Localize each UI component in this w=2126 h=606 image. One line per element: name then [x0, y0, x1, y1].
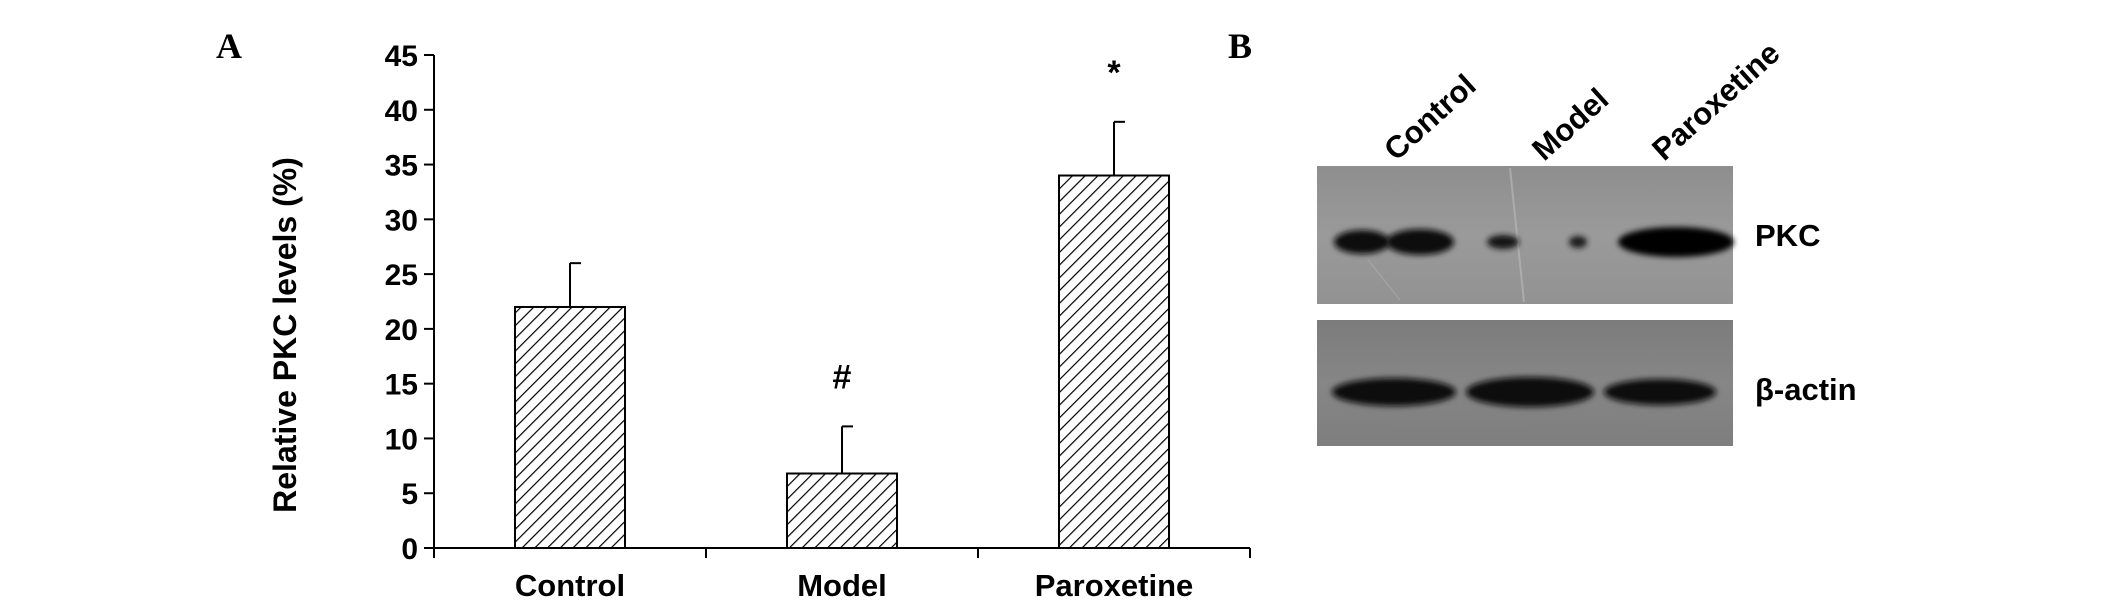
blot-band: [1487, 235, 1519, 249]
blot-lane-label: Paroxetine: [1645, 35, 1786, 167]
blot-row-label-pkc: PKC: [1755, 218, 1820, 253]
blot-lane-label: Control: [1377, 67, 1482, 167]
significance-mark: #: [833, 358, 852, 396]
bar: [786, 472, 898, 550]
x-category-label: Control: [515, 568, 625, 603]
actin-bands: [1332, 377, 1716, 407]
y-tick-label: 45: [385, 40, 418, 73]
bar-chart: Relative PKC levels (%) 0 5 10 15 20 25 30 35 40…: [267, 40, 1251, 603]
y-ticks: 0 5 10 15 20 25 30 35 40 45: [385, 40, 434, 566]
bar: [514, 305, 626, 549]
blot-scratch: [1509, 167, 1525, 303]
x-category-label: Model: [797, 568, 887, 603]
blot-band: [1604, 379, 1716, 405]
blot-band: [1569, 236, 1587, 248]
blot-lane-labels: Control Model Paroxetine: [1377, 35, 1786, 167]
blot-scratch: [1367, 259, 1401, 301]
bar: [1058, 174, 1170, 549]
western-blot: Control Model Paroxetine PKC β-actin: [1317, 35, 1857, 446]
blot-band: [1466, 377, 1594, 407]
blot-band: [1618, 227, 1734, 257]
y-tick-label: 25: [385, 259, 418, 292]
blot-band: [1334, 230, 1390, 254]
y-tick-label: 5: [401, 478, 418, 511]
y-tick-label: 15: [385, 369, 418, 402]
x-category-label: Paroxetine: [1035, 568, 1194, 603]
y-tick-label: 0: [401, 533, 418, 566]
y-tick-label: 35: [385, 150, 418, 183]
y-axis-label: Relative PKC levels (%): [267, 157, 303, 513]
y-tick-label: 20: [385, 314, 418, 347]
y-tick-label: 10: [385, 423, 418, 456]
blot-band: [1386, 229, 1454, 255]
significance-marks: #*: [833, 54, 1122, 397]
panel-b-letter: B: [1228, 26, 1252, 66]
panel-a-letter: A: [216, 26, 242, 66]
blot-row-label-actin: β-actin: [1755, 372, 1857, 407]
category-labels: Control Model Paroxetine: [515, 568, 1193, 603]
significance-mark: *: [1107, 54, 1121, 92]
y-tick-label: 30: [385, 204, 418, 237]
pkc-bands: [1334, 227, 1734, 257]
error-bars: [569, 120, 1125, 474]
x-ticks: [433, 548, 1251, 558]
blot-band: [1332, 378, 1456, 406]
blot-lane-label: Model: [1525, 81, 1615, 167]
y-tick-label: 40: [385, 95, 418, 128]
bars: [514, 174, 1170, 550]
